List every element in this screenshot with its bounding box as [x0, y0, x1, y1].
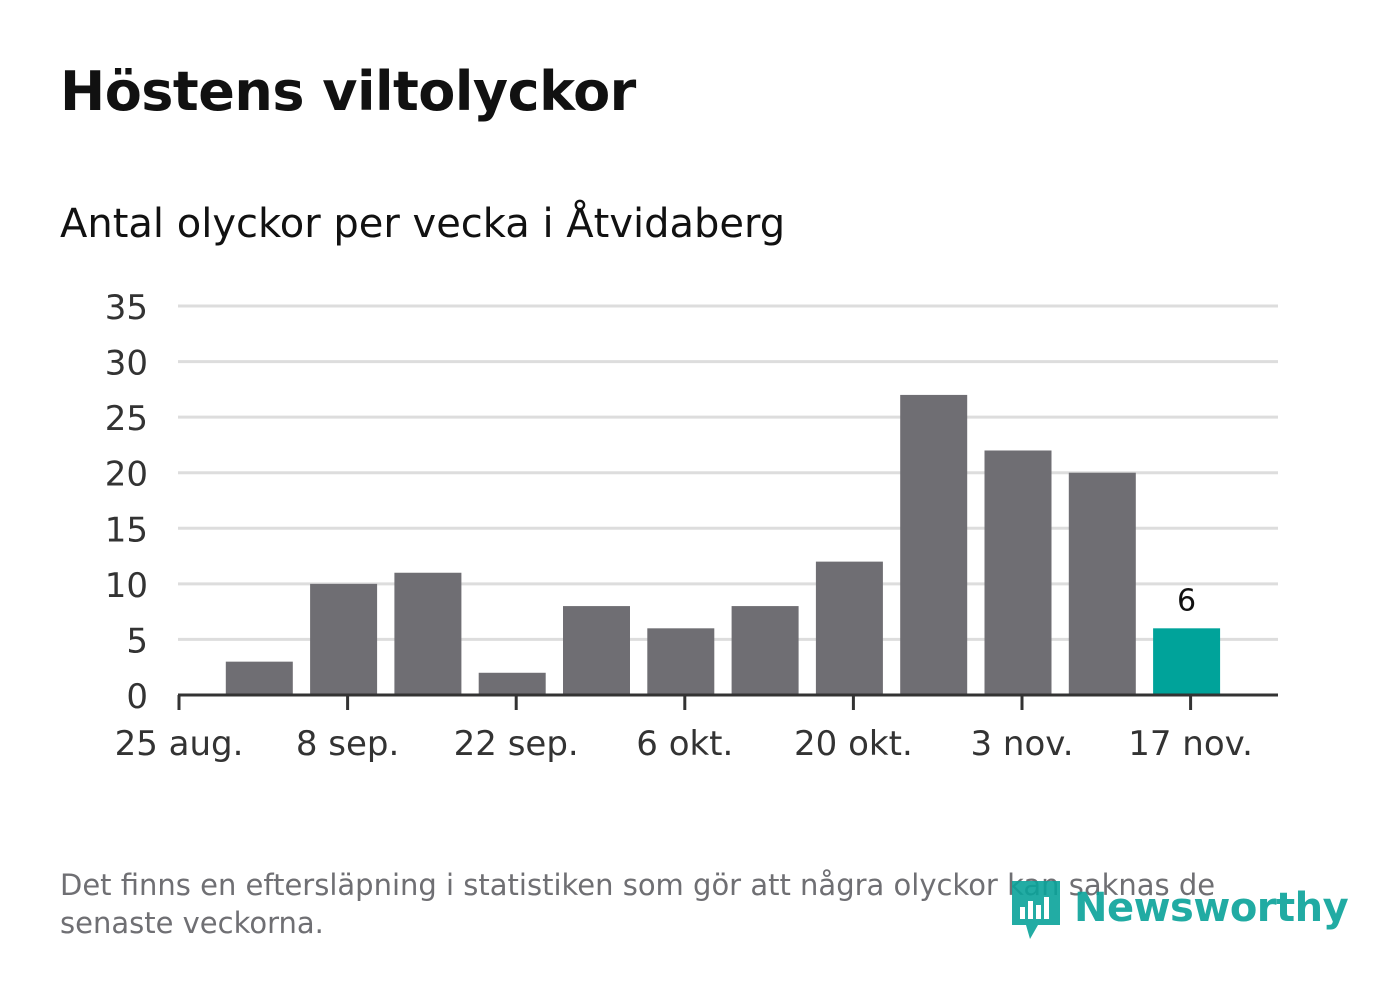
y-tick-label: 15	[105, 510, 148, 550]
bar-10	[984, 450, 1052, 695]
bar-9	[900, 394, 968, 695]
data-label: 6	[1177, 583, 1196, 618]
bar-11	[1068, 472, 1136, 695]
bar-1	[225, 661, 293, 695]
y-tick-label: 0	[126, 677, 148, 717]
logo-text: Newsworthy	[1074, 885, 1349, 931]
bar-6	[647, 628, 715, 695]
bar-2	[310, 583, 378, 695]
y-tick-label: 35	[105, 288, 148, 328]
x-tick-label: 17 nov.	[1128, 724, 1253, 764]
bar-4	[478, 672, 546, 695]
chart-title: Höstens viltolyckor	[60, 60, 636, 123]
x-tick-label: 6 okt.	[636, 724, 733, 764]
bars	[225, 394, 1221, 695]
x-tick-label: 25 aug.	[115, 724, 244, 764]
x-axis: 25 aug. 8 sep. 22 sep. 6 okt. 20 okt. 3 nov. 1…	[115, 693, 1278, 764]
x-tick-label: 20 okt.	[794, 724, 913, 764]
y-tick-label: 10	[105, 566, 148, 606]
x-tick-label: 22 sep.	[454, 724, 579, 764]
bar-5	[563, 606, 630, 695]
y-tick-label: 5	[126, 621, 148, 661]
x-tick-label: 3 nov.	[970, 724, 1073, 764]
y-axis-labels: 0 5 10 15 20 25 30 35	[105, 288, 148, 717]
y-tick-label: 30	[105, 344, 148, 384]
y-tick-label: 20	[105, 455, 148, 495]
x-tick-label: 8 sep.	[296, 724, 399, 764]
bar-8	[815, 561, 883, 695]
bar-3	[394, 572, 462, 695]
data-labels: 6	[1177, 583, 1196, 618]
bar-12	[1153, 628, 1221, 695]
newsworthy-logo-icon	[1012, 881, 1060, 939]
bar-7	[731, 606, 799, 695]
newsworthy-logo: Newsworthy	[1008, 874, 1349, 942]
y-tick-label: 25	[105, 399, 148, 439]
chart-subtitle: Antal olyckor per vecka i Åtvidaberg	[60, 201, 786, 247]
